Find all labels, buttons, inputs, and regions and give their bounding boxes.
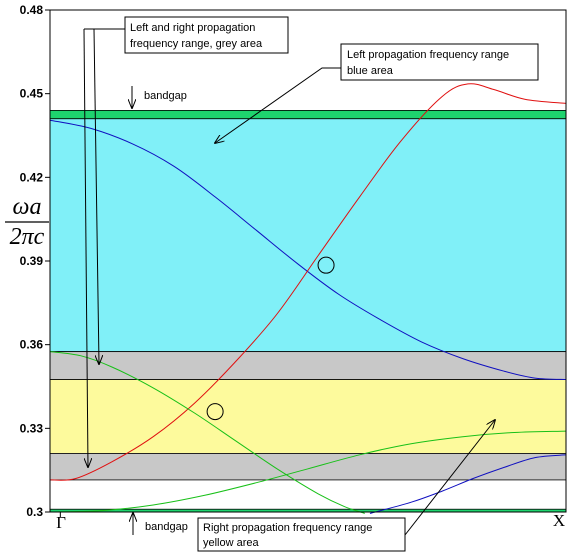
band-1: [49, 118, 567, 353]
annotation-text-blue-line1: Left propagation frequency range: [347, 49, 509, 61]
y-axis-ticks: 0.3 0.33 0.36 0.39 0.42 0.45 0.48: [20, 3, 61, 519]
annotation-text-blue-line2: blue area: [347, 65, 394, 77]
crossing-circle-0: [317, 256, 335, 274]
y-axis-label-numerator: ωa: [13, 194, 42, 220]
annotation-box-grey: [124, 16, 289, 54]
y-axis-label: ωa 2πc: [5, 194, 49, 250]
y-tick-label-4: 0.42: [20, 170, 44, 184]
annotation-arrow-grey-2: [93, 28, 99, 364]
y-axis-label-denominator: 2πc: [10, 224, 45, 250]
band-2: [49, 351, 567, 380]
band-0: [49, 110, 567, 120]
dispersion-curves: [49, 83, 567, 514]
band-3: [49, 379, 567, 454]
y-tick-label-5: 0.45: [20, 87, 44, 101]
annotation-arrow-grey-1: [83, 28, 88, 467]
annotation-arrow-yellow: [404, 420, 495, 536]
x-tick-label-gamma: Γ: [56, 513, 66, 532]
annotation-text-grey-line2: frequency range, grey area: [130, 38, 263, 50]
band-4: [49, 453, 567, 481]
x-tick-label-x: X: [553, 511, 565, 530]
frequency-bands: [49, 110, 567, 513]
annotation-text-bandgap-top: bandgap: [144, 90, 187, 102]
y-tick-label-2: 0.36: [20, 338, 44, 352]
annotation-text-yellow-line2: yellow area: [203, 537, 260, 549]
series-line-4: [369, 454, 567, 514]
annotation-text-yellow-line1: Right propagation frequency range: [203, 522, 372, 534]
annotation-text-grey-line1: Left and right propagation: [130, 22, 255, 34]
y-tick-label-6: 0.48: [20, 3, 44, 17]
annotation-arrow-blue: [215, 67, 341, 143]
annotation-box-yellow: [197, 517, 406, 552]
series-line-3: [49, 430, 567, 513]
annotation-text-bandgap-bottom: bandgap: [145, 521, 188, 533]
annotation-box-blue: [340, 43, 539, 81]
y-tick-label-0: 0.3: [26, 505, 43, 519]
crossing-markers: [206, 256, 335, 421]
series-line-1: [49, 83, 567, 481]
y-tick-label-3: 0.39: [20, 254, 44, 268]
crossing-circle-1: [206, 403, 224, 421]
y-tick-label-1: 0.33: [20, 421, 44, 435]
series-line-0: [49, 119, 567, 380]
annotations: Left and right propagation frequency ran…: [83, 16, 539, 552]
